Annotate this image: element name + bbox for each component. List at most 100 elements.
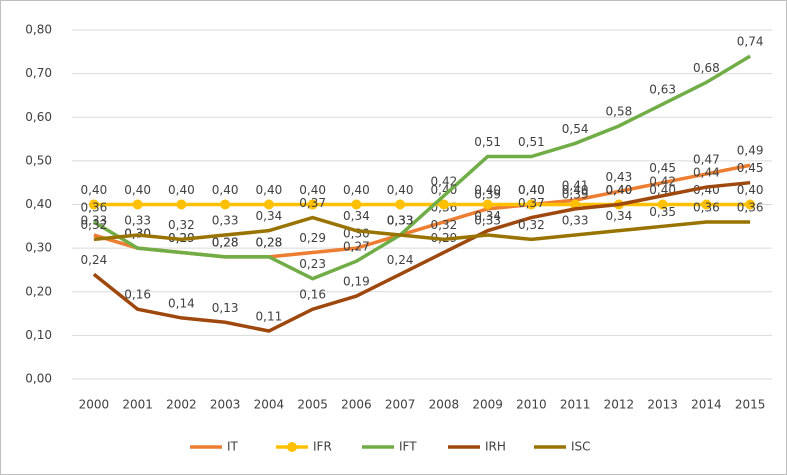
data-label: 0,39 [474, 187, 501, 201]
data-label: 0,40 [518, 183, 545, 197]
x-tick-label: 2003 [210, 398, 241, 412]
data-label: 0,33 [562, 214, 589, 228]
legend-label: IRH [485, 440, 506, 454]
y-tick-label: 0,10 [25, 328, 52, 342]
y-tick-label: 0,70 [25, 66, 52, 80]
data-label: 0,28 [212, 235, 239, 249]
data-label: 0,74 [737, 35, 764, 49]
data-label: 0,40 [212, 183, 239, 197]
data-label: 0,58 [606, 104, 633, 118]
x-tick-label: 2009 [472, 398, 503, 412]
data-label: 0,47 [693, 152, 720, 166]
data-label: 0,40 [124, 183, 151, 197]
data-label: 0,33 [124, 214, 151, 228]
data-label: 0,32 [81, 218, 108, 232]
data-label: 0,34 [256, 209, 283, 223]
data-label: 0,40 [431, 183, 458, 197]
data-label: 0,68 [693, 61, 720, 75]
x-tick-label: 2011 [560, 398, 591, 412]
data-label: 0,14 [168, 296, 195, 310]
data-label: 0,43 [606, 170, 633, 184]
point-marker [263, 199, 274, 210]
data-label: 0,24 [81, 253, 108, 267]
data-label: 0,44 [693, 166, 720, 180]
data-label: 0,42 [431, 174, 458, 188]
data-label: 0,28 [256, 235, 283, 249]
data-label: 0,32 [518, 218, 545, 232]
data-label: 0,36 [81, 200, 108, 214]
data-label: 0,41 [562, 179, 589, 193]
legend-label: IFT [399, 440, 417, 454]
point-marker [176, 199, 187, 210]
series-line [93, 215, 751, 242]
legend-label: IT [227, 440, 239, 454]
x-tick-label: 2010 [516, 398, 547, 412]
series-line [92, 180, 751, 333]
data-label: 0,40 [168, 183, 195, 197]
point-marker [526, 199, 537, 210]
point-marker [307, 199, 318, 210]
y-tick-label: 0,80 [25, 23, 52, 37]
data-label: 0,49 [737, 144, 764, 158]
data-label: 0,40 [343, 183, 370, 197]
data-label: 0,34 [474, 209, 501, 223]
legend-marker [287, 442, 297, 452]
point-marker [351, 199, 362, 210]
data-label: 0,32 [168, 218, 195, 232]
x-tick-label: 2014 [691, 398, 722, 412]
y-tick-label: 0,60 [25, 110, 52, 124]
data-label: 0,29 [299, 231, 326, 245]
y-tick-label: 0,30 [25, 241, 52, 255]
y-tick-label: 0,50 [25, 153, 52, 167]
data-label: 0,19 [343, 275, 370, 289]
x-tick-label: 2000 [79, 398, 110, 412]
data-label: 0,11 [256, 310, 283, 324]
x-tick-label: 2004 [254, 398, 285, 412]
point-marker [745, 199, 756, 210]
data-label: 0,40 [256, 183, 283, 197]
x-tick-label: 2001 [122, 398, 153, 412]
x-tick-label: 2007 [385, 398, 416, 412]
data-label: 0,51 [518, 135, 545, 149]
data-label: 0,33 [474, 214, 501, 228]
data-label: 0,45 [649, 161, 676, 175]
x-tick-label: 2008 [429, 398, 460, 412]
data-label: 0,16 [124, 288, 151, 302]
data-label: 0,40 [518, 183, 545, 197]
data-label: 0,34 [343, 209, 370, 223]
legend: IT IFR IFT IRH ISC [190, 440, 591, 454]
point-marker [220, 199, 231, 210]
x-tick-label: 2015 [735, 398, 766, 412]
data-label: 0,36 [737, 200, 764, 214]
x-tick-label: 2005 [297, 398, 328, 412]
data-label: 0,28 [256, 235, 283, 249]
data-label: 0,39 [562, 187, 589, 201]
data-label: 0,23 [299, 257, 326, 271]
x-tick-label: 2006 [341, 398, 372, 412]
data-label: 0,16 [299, 288, 326, 302]
data-label: 0,36 [693, 200, 720, 214]
data-label: 0,40 [81, 183, 108, 197]
data-label: 0,34 [606, 209, 633, 223]
y-tick-label: 0,40 [25, 197, 52, 211]
point-marker [482, 199, 493, 210]
data-label: 0,33 [387, 214, 414, 228]
x-tick-label: 2002 [166, 398, 197, 412]
point-marker [132, 199, 143, 210]
data-label: 0,51 [474, 135, 501, 149]
point-marker [701, 199, 712, 210]
legend-label: IFR [313, 440, 332, 454]
y-tick-label: 0,00 [25, 372, 52, 386]
data-label: 0,40 [606, 183, 633, 197]
series-line [92, 54, 752, 281]
x-tick-label: 2013 [647, 398, 678, 412]
point-marker [395, 199, 406, 210]
data-label: 0,28 [212, 235, 239, 249]
data-label: 0,40 [474, 183, 501, 197]
y-tick-label: 0,20 [25, 284, 52, 298]
data-label: 0,40 [737, 183, 764, 197]
data-label: 0,13 [212, 301, 239, 315]
legend-label: ISC [571, 440, 591, 454]
data-label: 0,24 [387, 253, 414, 267]
